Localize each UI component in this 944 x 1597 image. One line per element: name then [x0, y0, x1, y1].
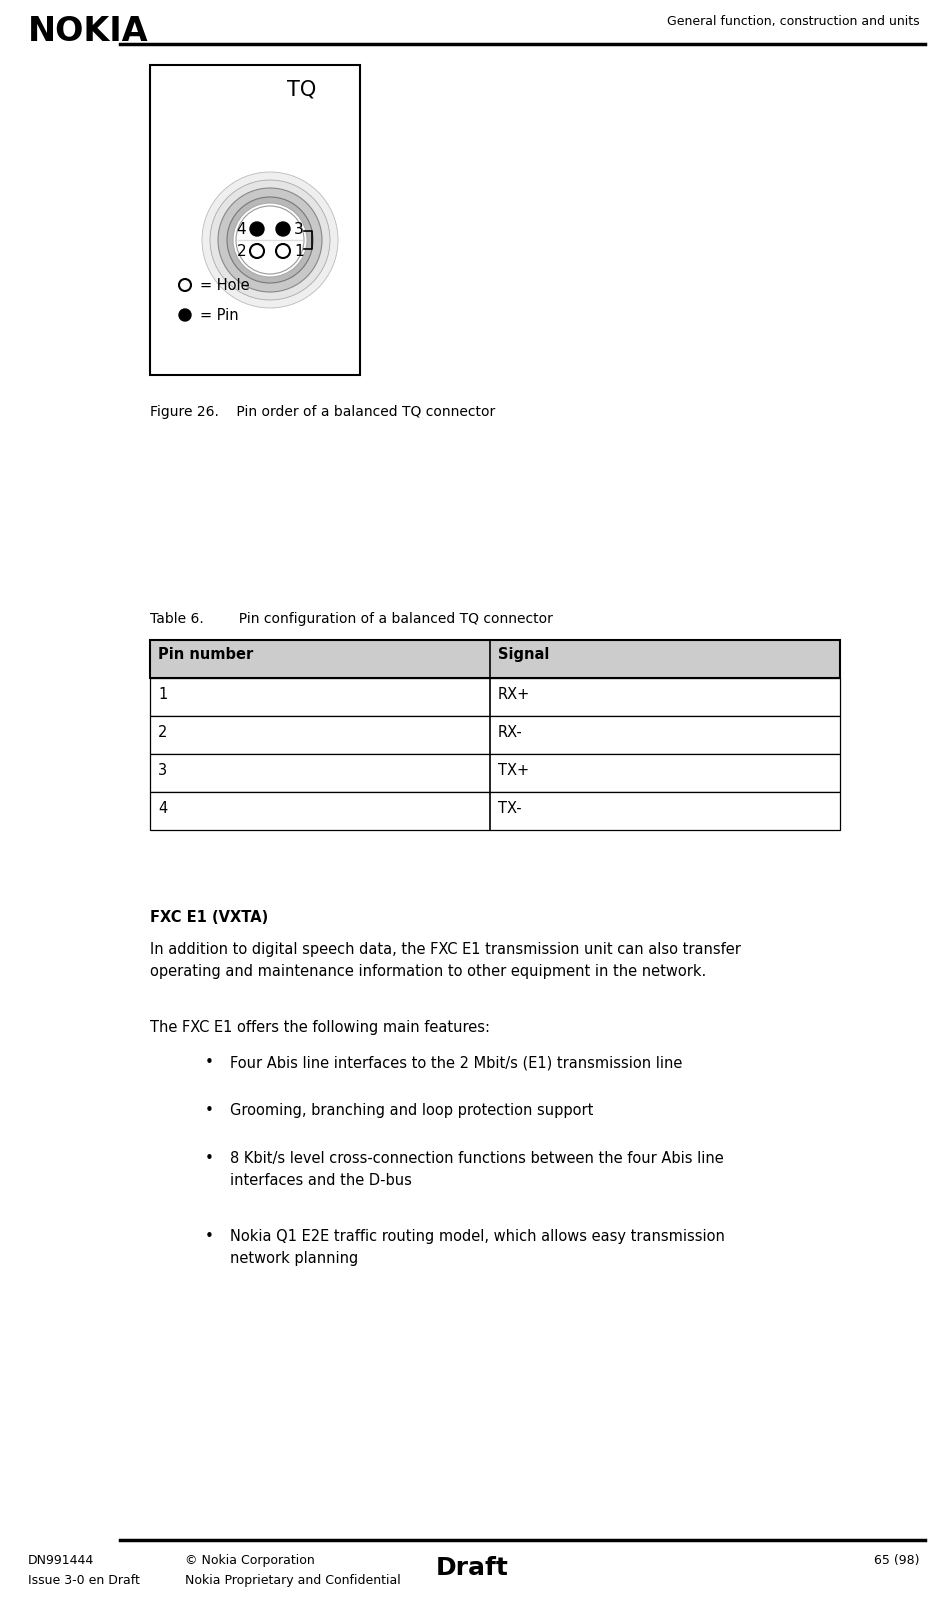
Bar: [150, 679, 839, 715]
Text: 2: 2: [236, 243, 245, 259]
Text: The FXC E1 offers the following main features:: The FXC E1 offers the following main fea…: [150, 1020, 490, 1035]
Text: 3: 3: [294, 222, 303, 236]
Text: Grooming, branching and loop protection support: Grooming, branching and loop protection …: [229, 1104, 593, 1118]
Text: DN991444: DN991444: [28, 1554, 94, 1567]
Bar: [150, 640, 839, 679]
Bar: [150, 65, 360, 375]
Bar: [150, 715, 839, 754]
Text: •: •: [205, 1151, 213, 1166]
Circle shape: [178, 308, 191, 321]
Circle shape: [276, 244, 290, 259]
Text: 4: 4: [158, 802, 167, 816]
Text: FXC E1 (VXTA): FXC E1 (VXTA): [150, 910, 268, 925]
Circle shape: [227, 196, 312, 283]
Text: In addition to digital speech data, the FXC E1 transmission unit can also transf: In addition to digital speech data, the …: [150, 942, 740, 979]
Text: Pin number: Pin number: [158, 647, 253, 663]
Text: Figure 26.    Pin order of a balanced TQ connector: Figure 26. Pin order of a balanced TQ co…: [150, 406, 495, 418]
Text: Draft: Draft: [435, 1555, 508, 1579]
Circle shape: [233, 203, 307, 276]
Circle shape: [218, 188, 322, 292]
Text: 4: 4: [236, 222, 245, 236]
Text: •: •: [205, 1056, 213, 1070]
Text: Nokia Proprietary and Confidential: Nokia Proprietary and Confidential: [185, 1575, 400, 1587]
Text: Table 6.        Pin configuration of a balanced TQ connector: Table 6. Pin configuration of a balanced…: [150, 612, 552, 626]
Text: •: •: [205, 1230, 213, 1244]
Text: RX+: RX+: [497, 687, 530, 703]
Text: •: •: [205, 1104, 213, 1118]
Circle shape: [250, 222, 263, 236]
Circle shape: [202, 172, 338, 308]
Circle shape: [250, 244, 263, 259]
Text: 1: 1: [294, 243, 303, 259]
Text: 2: 2: [158, 725, 167, 739]
Text: Four Abis line interfaces to the 2 Mbit/s (E1) transmission line: Four Abis line interfaces to the 2 Mbit/…: [229, 1056, 682, 1070]
Text: Issue 3-0 en Draft: Issue 3-0 en Draft: [28, 1575, 140, 1587]
Text: General function, construction and units: General function, construction and units: [666, 14, 919, 29]
Text: TQ: TQ: [286, 78, 315, 99]
Circle shape: [276, 222, 290, 236]
Text: TX-: TX-: [497, 802, 521, 816]
Bar: [150, 792, 839, 830]
Text: = Hole: = Hole: [200, 278, 249, 292]
Bar: [150, 754, 839, 792]
Text: 65 (98): 65 (98): [873, 1554, 919, 1567]
Circle shape: [178, 279, 191, 291]
Text: RX-: RX-: [497, 725, 522, 739]
Text: Nokia Q1 E2E traffic routing model, which allows easy transmission
network plann: Nokia Q1 E2E traffic routing model, whic…: [229, 1230, 724, 1265]
Text: 1: 1: [158, 687, 167, 703]
Text: = Pin: = Pin: [200, 308, 239, 323]
Text: 3: 3: [158, 763, 167, 778]
Circle shape: [236, 206, 304, 275]
Circle shape: [210, 180, 329, 300]
Text: TX+: TX+: [497, 763, 529, 778]
Text: © Nokia Corporation: © Nokia Corporation: [185, 1554, 314, 1567]
Text: Signal: Signal: [497, 647, 548, 663]
Text: 8 Kbit/s level cross-connection functions between the four Abis line
interfaces : 8 Kbit/s level cross-connection function…: [229, 1151, 723, 1188]
Text: NOKIA: NOKIA: [28, 14, 148, 48]
